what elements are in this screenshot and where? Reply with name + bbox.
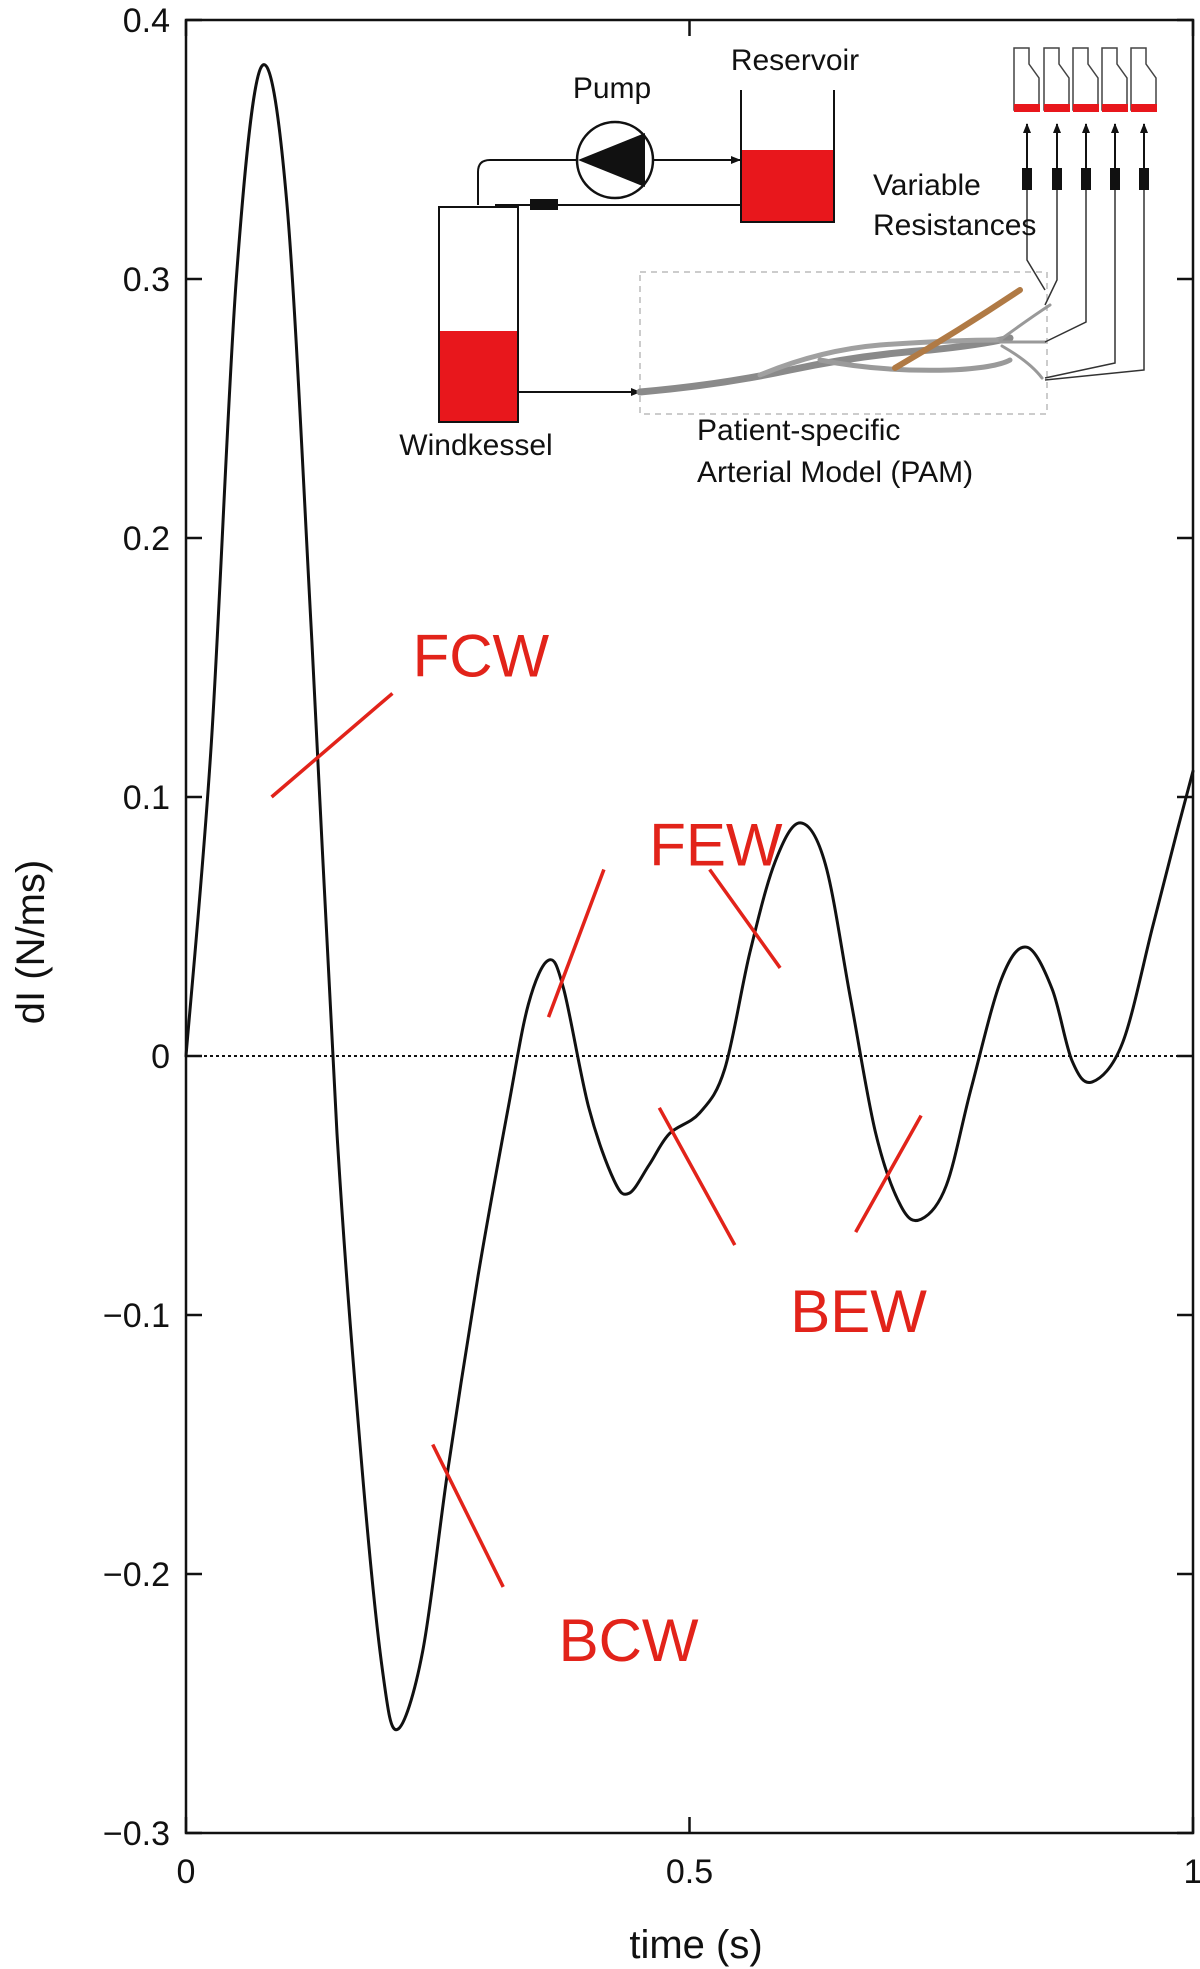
pump-triangle <box>578 133 645 187</box>
resistance-tube <box>1044 190 1058 306</box>
resistance-fluid <box>1102 104 1128 112</box>
resistance-valve <box>1022 168 1032 190</box>
bew-pointer <box>854 1114 923 1233</box>
resistance-valve <box>1081 168 1091 190</box>
bew-pointer <box>657 1106 737 1246</box>
bcw-label: BCW <box>559 1607 699 1674</box>
valve-marker <box>530 199 558 210</box>
tick-labels: −0.3 −0.2 −0.1 0 0.1 0.2 0.3 0.4 0 0.5 1 <box>103 2 1200 1891</box>
pump-label: Pump <box>573 72 651 105</box>
bew-label: BEW <box>790 1278 927 1345</box>
resistance-valve <box>1139 168 1149 190</box>
pam-label-line1: Patient-specific <box>697 414 900 447</box>
fcw-pointer <box>270 692 394 799</box>
plot-frame <box>184 18 1195 1835</box>
variable-resistances-label-line2: Resistances <box>873 209 1036 242</box>
y-tick-label: 0.3 <box>123 261 170 299</box>
y-tick-label: −0.2 <box>103 1556 170 1594</box>
inset-schematic: Pump Reservoir Windkessel Patient-specif… <box>399 44 1157 489</box>
annotations: FCW FEW BEW BCW <box>270 623 927 1674</box>
resistance-vessel <box>1101 47 1128 111</box>
bcw-pointer <box>431 1443 505 1588</box>
axis-ticks <box>184 18 1195 1835</box>
tube-windkessel-to-pump <box>477 159 578 205</box>
windkessel-fluid <box>440 331 517 421</box>
variable-resistances <box>1013 47 1157 381</box>
series-line <box>184 63 1195 1732</box>
pam-box <box>639 271 1048 415</box>
resistance-fluid <box>1073 104 1099 112</box>
resistance-vessel <box>1013 47 1040 111</box>
resistance-tube <box>1026 190 1046 291</box>
pam-label-line2: Arterial Model (PAM) <box>697 456 973 489</box>
resistance-valve <box>1110 168 1120 190</box>
resistance-valve <box>1052 168 1062 190</box>
y-tick-label: 0.2 <box>123 520 170 558</box>
y-tick-label: 0.4 <box>123 2 170 40</box>
y-tick-label: −0.1 <box>103 1297 170 1335</box>
fcw-label: FCW <box>413 623 550 690</box>
y-tick-label: 0 <box>151 1038 170 1076</box>
resistance-fluid <box>1044 104 1070 112</box>
x-axis-label: time (s) <box>629 1923 762 1967</box>
few-label: FEW <box>649 812 783 879</box>
y-tick-label: 0.1 <box>123 779 170 817</box>
x-tick-label: 0.5 <box>666 1853 713 1891</box>
few-pointer <box>546 868 606 1018</box>
resistance-tube <box>1044 190 1145 381</box>
variable-resistances-label-line1: Variable <box>873 169 981 202</box>
resistance-vessel <box>1072 47 1099 111</box>
plot-area: −0.3 −0.2 −0.1 0 0.1 0.2 0.3 0.4 0 0.5 1 FCW FEW BEW… <box>103 2 1200 1891</box>
resistance-fluid <box>1131 104 1157 112</box>
y-axis-label: dI (N/ms) <box>9 860 53 1024</box>
arterial-model-icon <box>636 287 1052 396</box>
resistance-tube <box>1044 190 1116 379</box>
resistance-vessel <box>1130 47 1157 111</box>
resistance-vessel <box>1043 47 1070 111</box>
reservoir-fluid <box>742 150 833 221</box>
x-tick-label: 0 <box>177 1853 196 1891</box>
resistance-fluid <box>1014 104 1040 112</box>
x-tick-label: 1 <box>1184 1853 1200 1891</box>
windkessel-label: Windkessel <box>399 429 552 462</box>
few-pointer <box>708 868 782 969</box>
y-tick-label: −0.3 <box>103 1815 170 1853</box>
resistance-tube <box>1044 190 1087 343</box>
reservoir-label: Reservoir <box>731 44 859 77</box>
